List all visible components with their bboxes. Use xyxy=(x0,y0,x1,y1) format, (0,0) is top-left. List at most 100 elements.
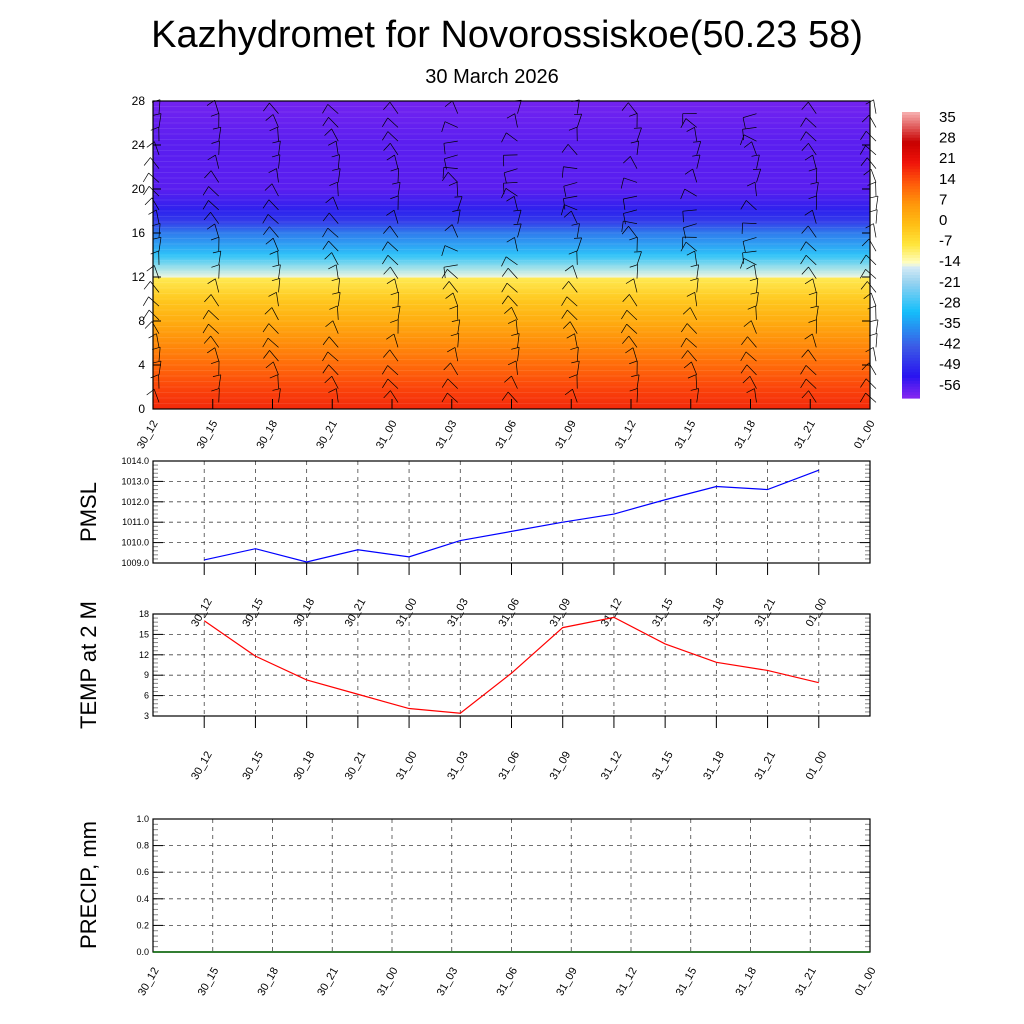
wind-barb-staff xyxy=(394,154,399,169)
wind-barb-flag xyxy=(210,113,220,117)
y-tick-label: 9 xyxy=(144,670,149,680)
wind-barb-flag xyxy=(686,250,695,256)
x-tick-label: 31_06 xyxy=(494,966,520,998)
wind-barb-staff xyxy=(272,114,279,128)
y-tick-label: 0.0 xyxy=(136,947,149,957)
wind-barb-flag xyxy=(571,223,580,226)
colorbar-segment xyxy=(902,252,920,256)
wind-barb-staff xyxy=(572,265,578,279)
wind-barb-staff xyxy=(158,113,162,128)
wind-barb-staff xyxy=(682,209,697,212)
wind-barb-flag xyxy=(386,278,395,284)
wind-barb-staff xyxy=(623,220,638,224)
wind-barb-flag xyxy=(561,144,569,153)
wind-barb-flag xyxy=(212,250,221,254)
wind-barb-flag xyxy=(390,291,399,296)
wind-barb-flag xyxy=(808,319,817,323)
wind-barb-staff xyxy=(150,281,160,293)
colorbar-segment xyxy=(902,114,920,119)
wind-barb-flag xyxy=(325,196,334,204)
wind-barb-flag xyxy=(560,204,565,216)
wind-barb-staff xyxy=(332,196,339,211)
temperature-field xyxy=(153,101,870,409)
wind-barb-flag xyxy=(801,225,809,234)
wind-barb-staff xyxy=(387,241,399,252)
wind-barb-flag xyxy=(448,181,458,186)
wind-barb-staff xyxy=(865,392,877,403)
y-tick-label: 18 xyxy=(139,609,149,619)
wind-barb-staff xyxy=(153,265,160,279)
wind-barb-staff xyxy=(158,99,161,114)
wind-barb-flag xyxy=(501,282,508,293)
wind-barb-flag xyxy=(630,140,639,144)
wind-barb-flag xyxy=(629,360,638,365)
wind-barb-flag xyxy=(328,264,337,270)
wind-barb-staff xyxy=(457,209,461,224)
wind-barb-staff xyxy=(158,223,161,238)
wind-barb-flag xyxy=(750,291,759,295)
colorbar-segment xyxy=(902,206,920,210)
wind-barb-staff xyxy=(870,292,877,307)
wind-barb-flag xyxy=(382,131,389,141)
wind-barb-flag xyxy=(742,241,746,253)
wind-barb-flag xyxy=(746,388,755,394)
wind-barb-staff xyxy=(867,281,877,293)
wind-barb-flag xyxy=(325,320,334,328)
wind-barb-flag xyxy=(444,100,453,108)
y-axis-title: TEMP at 2 M xyxy=(76,601,101,729)
wind-barb-staff xyxy=(743,134,757,142)
wind-barb-flag xyxy=(563,210,572,218)
wind-barb-flag xyxy=(386,209,395,216)
wind-barb-staff xyxy=(515,360,518,375)
colorbar-segment xyxy=(902,326,920,330)
colorbar-segment xyxy=(902,357,920,362)
colorbar-segment xyxy=(902,154,920,159)
wind-barb-staff xyxy=(328,364,339,376)
wind-barb-staff xyxy=(805,131,817,142)
wind-barb-flag xyxy=(144,321,153,329)
wind-barb-staff xyxy=(632,347,638,362)
wind-barb-flag xyxy=(328,140,337,146)
wind-barb-flag xyxy=(742,129,745,141)
wind-barb-flag xyxy=(392,305,401,309)
colorbar-segment xyxy=(902,200,920,205)
wind-barb-flag xyxy=(861,362,870,371)
wind-barb-staff xyxy=(576,347,579,362)
wind-barb-flag xyxy=(623,213,626,225)
wind-barb-flag xyxy=(621,221,624,232)
wind-barb-staff xyxy=(875,319,879,334)
x-tick-label: 30_18 xyxy=(254,419,280,451)
colorbar-label: 7 xyxy=(939,191,947,208)
wind-barb-flag xyxy=(747,305,756,310)
wind-barb-flag xyxy=(329,305,338,310)
wind-barb-staff xyxy=(268,323,279,334)
wind-barb-staff xyxy=(694,127,698,142)
colorbar-segment xyxy=(902,352,920,356)
colorbar-segment xyxy=(902,269,920,273)
wind-barb-staff xyxy=(328,336,339,348)
wind-barb-flag xyxy=(441,392,448,403)
x-tick-label: 31_06 xyxy=(496,750,522,782)
wind-barb-staff xyxy=(335,141,339,155)
wind-barb-staff xyxy=(387,117,399,128)
wind-barb-staff xyxy=(683,223,697,229)
wind-barb-flag xyxy=(441,378,449,388)
colorbar-label: -7 xyxy=(939,233,952,250)
wind-barb-flag xyxy=(690,278,699,281)
x-tick-label: 30_18 xyxy=(255,966,281,998)
colorbar-segment xyxy=(902,283,920,288)
wind-barb-flag xyxy=(264,307,273,315)
wind-barb-flag xyxy=(269,250,278,255)
wind-barb-flag xyxy=(322,117,329,127)
wind-barb-staff xyxy=(695,374,698,389)
wind-barb-staff xyxy=(394,278,399,293)
wind-barb-staff xyxy=(754,388,757,403)
wind-barb-flag xyxy=(332,168,341,171)
wind-barb-staff xyxy=(390,390,399,403)
wind-barb-staff xyxy=(218,388,220,403)
wind-barb-flag xyxy=(386,333,395,340)
wind-barb-flag xyxy=(800,378,807,388)
wind-barb-flag xyxy=(808,168,817,172)
wind-barb-flag xyxy=(621,102,629,111)
